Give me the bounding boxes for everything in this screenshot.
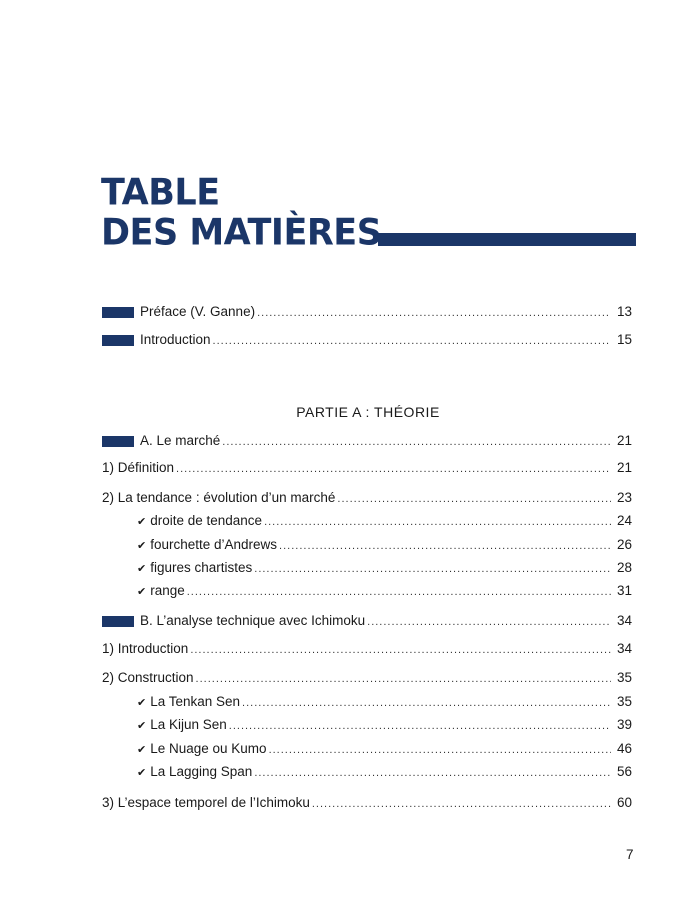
toc-entry-page: 60 xyxy=(616,795,632,810)
toc-entry[interactable]: ✔La Tenkan Sen 35 xyxy=(137,693,632,711)
checkmark-icon: ✔ xyxy=(137,697,147,709)
toc-entry-page: 46 xyxy=(616,741,632,756)
toc-entry-page: 21 xyxy=(616,460,632,475)
dot-leader xyxy=(337,490,611,508)
toc-entry-label: figures chartistes xyxy=(150,560,253,575)
toc-entry-label: range xyxy=(150,583,185,598)
toc-entry-page: 35 xyxy=(616,670,632,685)
toc-entry[interactable]: ✔Le Nuage ou Kumo 46 xyxy=(137,740,632,758)
toc-entry[interactable]: ✔fourchette d’Andrews 26 xyxy=(137,536,632,554)
toc-entry-label: La Lagging Span xyxy=(150,764,253,779)
toc-entry-page: 24 xyxy=(616,513,632,528)
toc-entry-label: droite de tendance xyxy=(150,513,263,528)
toc-entry-page: 26 xyxy=(616,537,632,552)
toc-entry-label: A. Le marché xyxy=(140,433,221,448)
toc-entry-label: Préface (V. Ganne) xyxy=(140,304,256,319)
dot-leader xyxy=(312,795,611,813)
dot-leader xyxy=(196,670,611,688)
dot-leader xyxy=(279,537,611,555)
checkmark-icon: ✔ xyxy=(137,540,147,552)
dot-leader xyxy=(229,717,611,735)
dot-leader xyxy=(176,460,611,478)
checkmark-icon: ✔ xyxy=(137,586,147,598)
section-marker-icon xyxy=(102,435,134,447)
toc-entry[interactable]: 3) L’espace temporel de l’Ichimoku 60 xyxy=(102,794,632,812)
page-number: 7 xyxy=(626,847,634,862)
toc-entry[interactable]: A. Le marché 21 xyxy=(102,432,632,450)
dot-leader xyxy=(242,694,611,712)
dot-leader xyxy=(187,583,611,601)
toc-entry-label: Introduction xyxy=(140,332,211,347)
title-underline-bar xyxy=(378,233,636,246)
toc-entry-label: 1) Définition xyxy=(102,460,175,475)
toc-entry[interactable]: Préface (V. Ganne) 13 xyxy=(102,303,632,321)
checkmark-icon: ✔ xyxy=(137,767,147,779)
toc-entry[interactable]: 2) La tendance : évolution d’un marché 23 xyxy=(102,489,632,507)
toc-entry-page: 56 xyxy=(616,764,632,779)
dot-leader xyxy=(213,332,611,350)
toc-entry[interactable]: 1) Introduction 34 xyxy=(102,640,632,658)
toc-entry-label: 2) Construction xyxy=(102,670,194,685)
section-marker-icon xyxy=(102,615,134,627)
toc-entry-label: 3) L’espace temporel de l’Ichimoku xyxy=(102,795,310,810)
toc-entry[interactable]: ✔La Lagging Span 56 xyxy=(137,763,632,781)
section-marker-icon xyxy=(102,334,134,346)
toc-entry-label: B. L’analyse technique avec Ichimoku xyxy=(140,613,366,628)
page-title-line-2: DES MATIÈRES xyxy=(101,211,382,254)
checkmark-icon: ✔ xyxy=(137,744,147,756)
dot-leader xyxy=(254,764,611,782)
toc-entry[interactable]: Introduction 15 xyxy=(102,331,632,349)
toc-entry-label: La Kijun Sen xyxy=(150,717,227,732)
dot-leader xyxy=(254,560,611,578)
toc-entry-page: 28 xyxy=(616,560,632,575)
checkmark-icon: ✔ xyxy=(137,516,147,528)
toc-entry-page: 15 xyxy=(616,332,632,347)
checkmark-icon: ✔ xyxy=(137,563,147,575)
toc-entry-label: La Tenkan Sen xyxy=(150,694,241,709)
toc-entry-page: 35 xyxy=(616,694,632,709)
dot-leader xyxy=(222,433,611,451)
toc-entry-label: fourchette d’Andrews xyxy=(150,537,278,552)
checkmark-icon: ✔ xyxy=(137,720,147,732)
part-heading: PARTIE A : THÉORIE xyxy=(296,404,440,420)
toc-entry-label: 1) Introduction xyxy=(102,641,189,656)
toc-entry-page: 13 xyxy=(616,304,632,319)
page-title-line-1: TABLE xyxy=(101,171,220,214)
toc-entry[interactable]: ✔La Kijun Sen 39 xyxy=(137,716,632,734)
toc-entry-page: 34 xyxy=(616,613,632,628)
toc-entry-page: 39 xyxy=(616,717,632,732)
section-marker-icon xyxy=(102,306,134,318)
toc-entry[interactable]: ✔range 31 xyxy=(137,582,632,600)
dot-leader xyxy=(367,613,611,631)
dot-leader xyxy=(190,641,611,659)
toc-entry[interactable]: ✔droite de tendance 24 xyxy=(137,512,632,530)
dot-leader xyxy=(264,513,611,531)
toc-entry-page: 21 xyxy=(616,433,632,448)
toc-entry[interactable]: ✔figures chartistes 28 xyxy=(137,559,632,577)
toc-entry-page: 31 xyxy=(616,583,632,598)
toc-entry-page: 34 xyxy=(616,641,632,656)
toc-entry[interactable]: 2) Construction 35 xyxy=(102,669,632,687)
toc-entry-page: 23 xyxy=(616,490,632,505)
toc-entry[interactable]: 1) Définition 21 xyxy=(102,459,632,477)
toc-entry[interactable]: B. L’analyse technique avec Ichimoku 34 xyxy=(102,612,632,630)
dot-leader xyxy=(269,741,611,759)
dot-leader xyxy=(257,304,611,322)
toc-entry-label: 2) La tendance : évolution d’un marché xyxy=(102,490,336,505)
toc-entry-label: Le Nuage ou Kumo xyxy=(150,741,267,756)
